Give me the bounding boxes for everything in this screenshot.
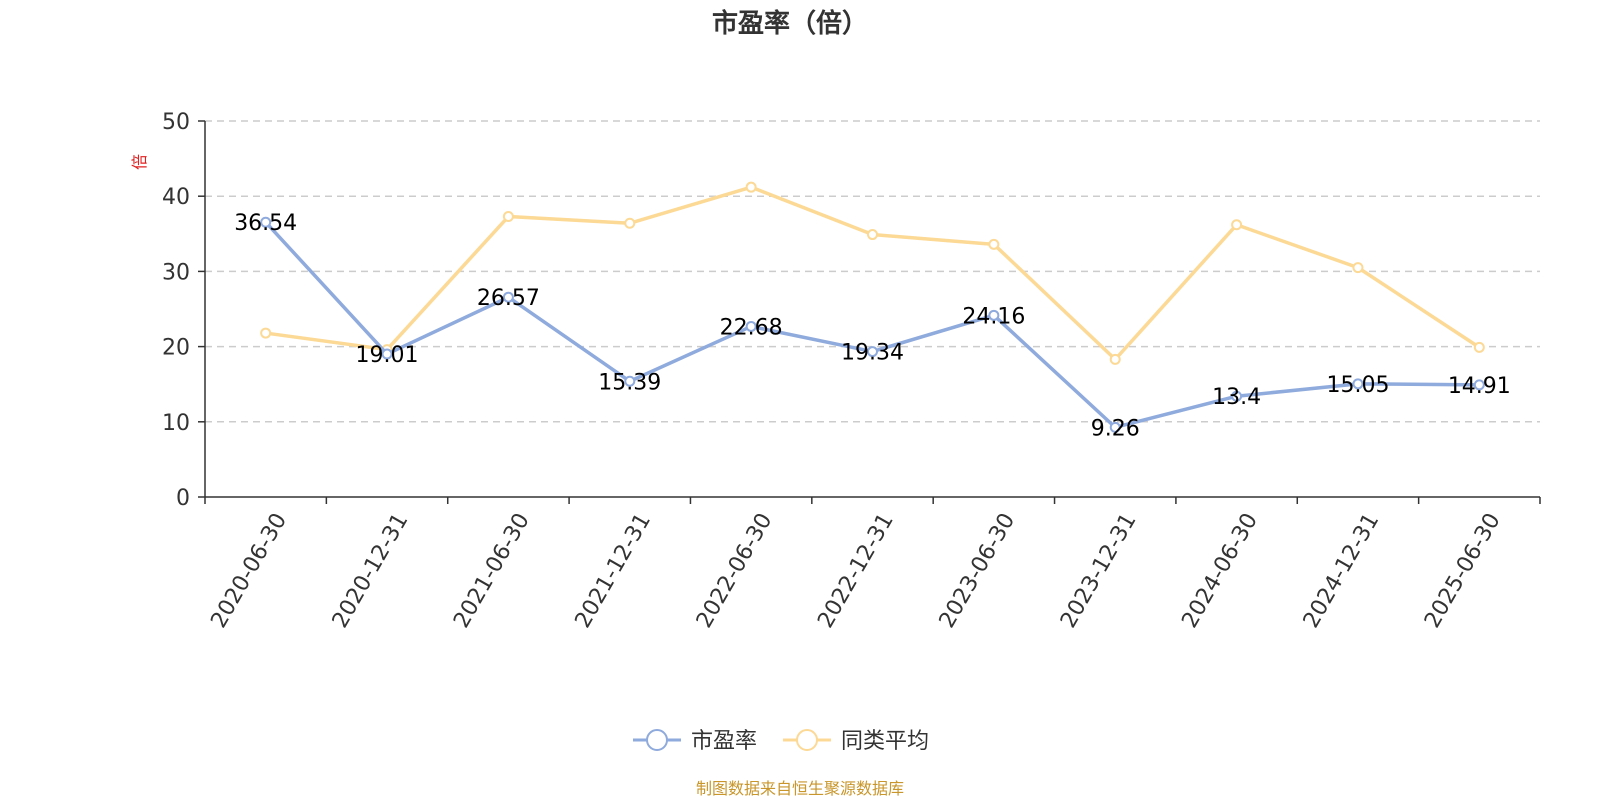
data-point[interactable] — [1231, 219, 1243, 231]
series-line — [263, 185, 1482, 362]
axes: 0 10 20 30 40 50 2020-06-30 2020-12-31 2021-06-3… — [162, 110, 1541, 632]
x-tick-label: 2023-06-30 — [935, 509, 1021, 632]
x-tick-label: 2024-06-30 — [1177, 509, 1263, 632]
legend-item[interactable]: 同类平均 — [783, 729, 929, 754]
data-point[interactable] — [1109, 421, 1121, 433]
data-point[interactable] — [502, 211, 514, 223]
data-point[interactable] — [624, 375, 636, 387]
data-point[interactable] — [1352, 378, 1364, 390]
y-tick-label: 30 — [162, 260, 190, 285]
y-tick-label: 40 — [162, 185, 190, 210]
x-tick-label: 2020-12-31 — [328, 509, 414, 632]
data-point[interactable] — [1109, 353, 1121, 365]
data-label: 13.4 — [1212, 385, 1261, 410]
data-point[interactable] — [988, 309, 1000, 321]
data-label: 9.26 — [1091, 416, 1140, 441]
data-point[interactable] — [260, 327, 272, 339]
data-label: 14.91 — [1448, 374, 1511, 399]
y-tick-label: 10 — [162, 411, 190, 436]
chart-title: 市盈率（倍） — [712, 8, 868, 39]
data-label: 26.57 — [477, 286, 540, 311]
legend-label: 市盈率 — [691, 729, 757, 754]
data-labels: 36.54 19.01 26.57 15.39 22.68 19.34 24.16 9.26 1… — [234, 211, 1511, 441]
data-point[interactable] — [1473, 379, 1485, 391]
x-tick-label: 2022-12-31 — [813, 509, 899, 632]
grid-lines — [205, 120, 1540, 423]
data-point[interactable] — [624, 217, 636, 229]
legend-marker — [796, 729, 818, 751]
x-tick-label: 2023-12-31 — [1056, 509, 1142, 632]
data-label: 19.34 — [841, 341, 904, 366]
data-label: 19.01 — [356, 343, 419, 368]
y-tick-label: 50 — [162, 110, 190, 135]
data-point[interactable] — [1231, 390, 1243, 402]
x-tick-label: 2020-06-30 — [206, 509, 292, 632]
x-tick-label: 2022-06-30 — [692, 509, 778, 632]
data-point[interactable] — [745, 320, 757, 332]
x-tick-label: 2021-06-30 — [449, 509, 535, 632]
data-label: 15.05 — [1326, 373, 1389, 398]
y-tick-label: 0 — [176, 486, 190, 511]
data-label: 22.68 — [720, 315, 783, 340]
legend[interactable]: 市盈率 同类平均 — [633, 729, 929, 754]
series-layer — [260, 181, 1485, 433]
data-point[interactable] — [260, 216, 272, 228]
x-tick-label: 2025-06-30 — [1420, 509, 1506, 632]
data-point[interactable] — [381, 348, 393, 360]
data-point[interactable] — [867, 346, 878, 358]
data-point[interactable] — [502, 291, 514, 303]
data-label: 15.39 — [598, 370, 661, 395]
data-point[interactable] — [1352, 262, 1364, 274]
data-point[interactable] — [1473, 341, 1485, 353]
x-tick-label: 2021-12-31 — [571, 509, 657, 632]
data-label: 24.16 — [962, 304, 1025, 329]
y-tick-label: 20 — [162, 336, 190, 361]
series-line — [263, 220, 1482, 430]
source-note: 制图数据来自恒生聚源数据库 — [696, 779, 904, 798]
legend-label: 同类平均 — [841, 729, 929, 754]
legend-marker — [646, 729, 668, 751]
data-label: 36.54 — [234, 211, 297, 236]
data-point[interactable] — [867, 229, 878, 241]
data-point[interactable] — [988, 238, 1000, 250]
data-point[interactable] — [745, 181, 757, 193]
legend-item[interactable]: 市盈率 — [633, 729, 757, 754]
x-tick-label: 2024-12-31 — [1299, 509, 1385, 632]
y-unit-label: 倍 — [130, 154, 149, 170]
